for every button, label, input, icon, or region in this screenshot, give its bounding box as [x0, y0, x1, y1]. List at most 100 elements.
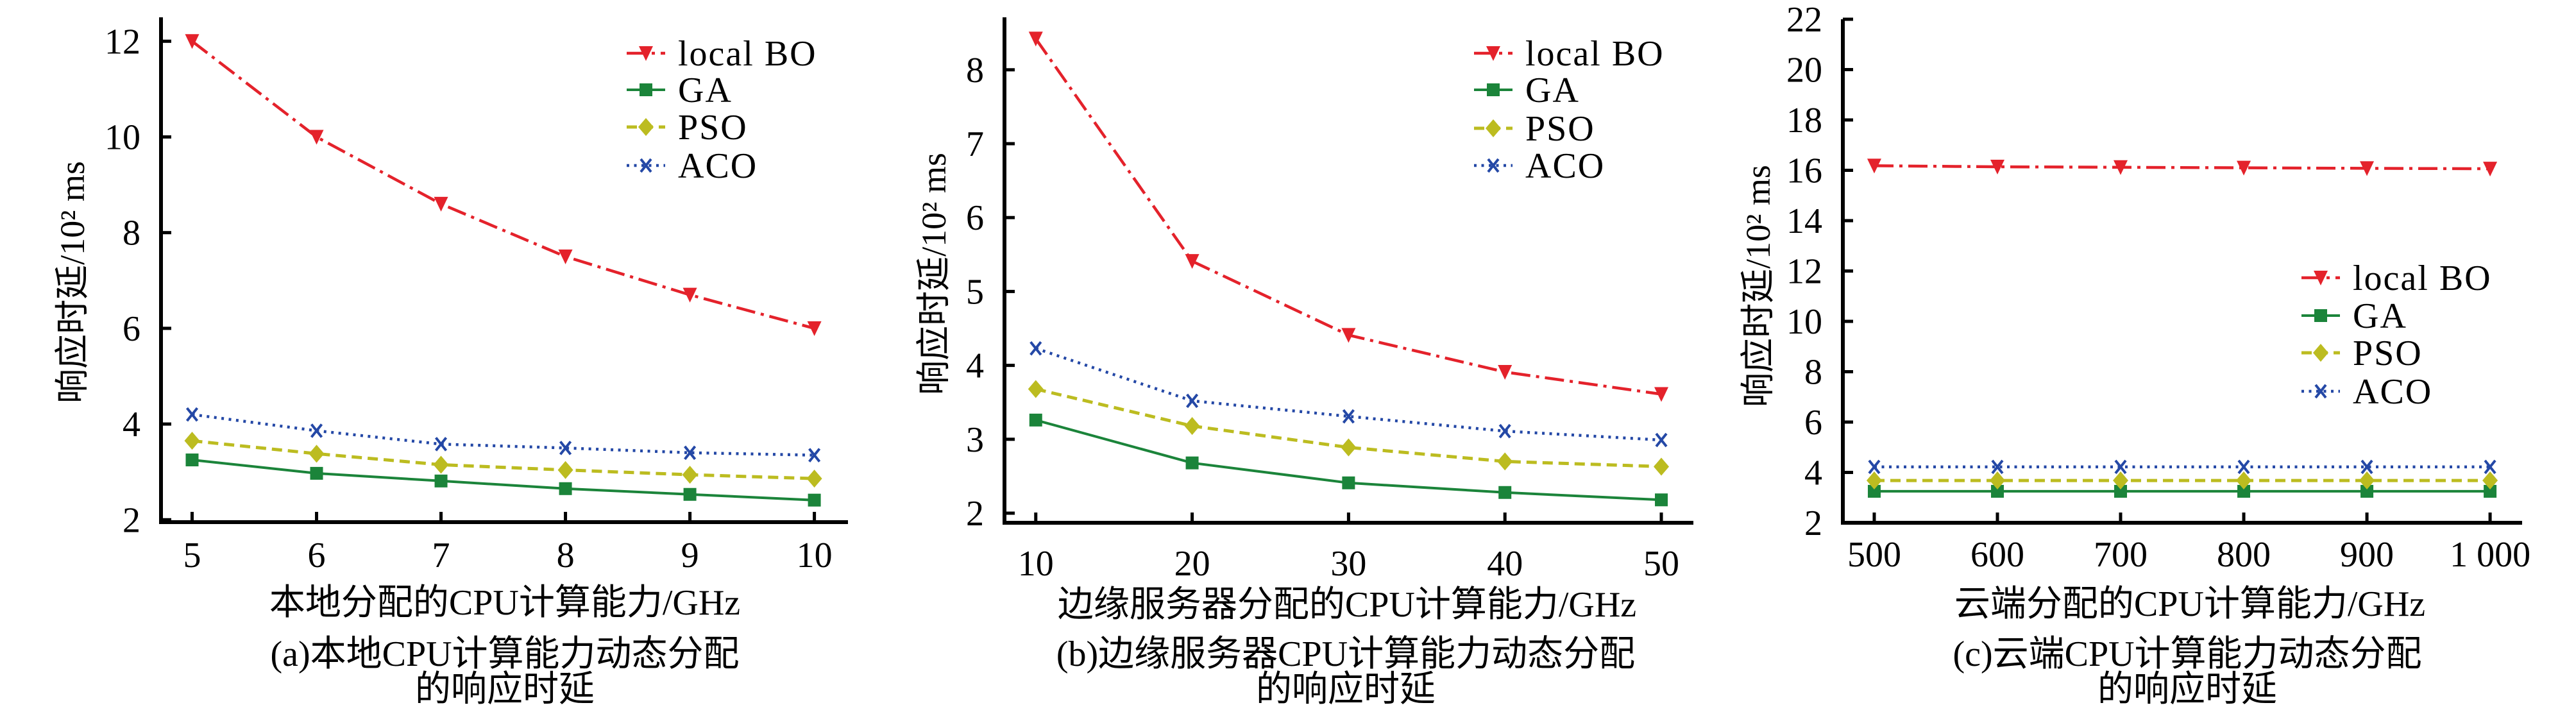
- legend-item-local-bo: local BO: [1474, 34, 1665, 74]
- series-line-ga: [192, 459, 815, 502]
- data-point-aco: [2114, 459, 2127, 475]
- panel-c: 2 4 6 8 10 12 14 16 18 20 22 500 600 700 800 900 1 000 lo…: [1739, 0, 2530, 709]
- panel-caption-line-1: (c)云端CPU计算能力动态分配: [1953, 634, 2421, 674]
- data-point-ga: [2237, 484, 2251, 498]
- data-point-ga: [434, 474, 448, 487]
- data-point-local-bo: [1990, 160, 2004, 175]
- plot-area: 2 4 6 8 10 12 14 16 18 20 22 500 600 700 800 900 1 000 lo…: [1786, 0, 2530, 575]
- legend-square-marker-icon: [2314, 309, 2327, 322]
- data-point-aco: [2484, 459, 2496, 475]
- data-point-pso: [2113, 471, 2129, 490]
- x-tick-label: 9: [681, 536, 699, 575]
- data-point-aco: [2237, 459, 2250, 475]
- x-axis-title: 边缘服务器分配的CPU计算能力/GHz: [1058, 585, 1636, 625]
- y-tick-label: 4: [123, 405, 140, 445]
- x-tick-label: 600: [1970, 535, 2024, 575]
- legend-triangle-down-marker-icon: [1486, 46, 1500, 61]
- legend-diamond-marker-icon: [638, 118, 654, 136]
- legend-label: local BO: [1525, 34, 1665, 74]
- data-point-ga: [2114, 484, 2128, 498]
- data-point-ga: [2484, 484, 2497, 498]
- legend-item-pso: PSO: [1474, 109, 1595, 149]
- legend-label: PSO: [2353, 334, 2423, 373]
- legend-triangle-down-marker-icon: [639, 46, 653, 61]
- data-point-pso: [2359, 471, 2375, 490]
- data-point-aco: [434, 437, 448, 452]
- data-point-aco: [684, 445, 697, 461]
- legend-item-aco: ACO: [627, 146, 758, 186]
- y-tick-label: 8: [123, 214, 140, 253]
- y-tick-label: 7: [966, 124, 984, 164]
- y-tick-label: 6: [1804, 403, 1822, 443]
- data-point-ga: [2360, 484, 2374, 498]
- legend-item-local-bo: local BO: [2301, 259, 2491, 298]
- x-tick-label: 7: [432, 536, 450, 575]
- data-point-pso: [806, 470, 822, 488]
- panel-caption-line-2: 的响应时延: [1256, 670, 1436, 709]
- x-tick-label: 800: [2217, 535, 2271, 575]
- data-point-pso: [1866, 471, 1882, 490]
- data-point-local-bo: [434, 196, 448, 212]
- data-point-aco: [185, 407, 199, 422]
- y-tick-label: 12: [1786, 252, 1822, 292]
- data-point-local-bo: [807, 321, 822, 336]
- data-point-pso: [1654, 457, 1670, 476]
- y-tick-label: 8: [1804, 353, 1822, 393]
- data-point-local-bo: [185, 34, 199, 49]
- legend-label: GA: [1525, 71, 1580, 110]
- legend-item-aco: ACO: [1474, 146, 1604, 186]
- data-point-pso: [2236, 471, 2252, 490]
- data-point-local-bo: [2483, 162, 2498, 177]
- y-axis-title: 响应时延/10² ms: [915, 153, 953, 395]
- data-point-pso: [1341, 438, 1357, 457]
- x-tick-label: 40: [1487, 544, 1523, 584]
- legend-item-local-bo: local BO: [627, 34, 816, 74]
- x-tick-label: 500: [1847, 535, 1901, 575]
- x-axis-title: 云端分配的CPU计算能力/GHz: [1954, 584, 2425, 624]
- data-point-aco: [808, 448, 821, 462]
- data-point-pso: [1989, 471, 2005, 490]
- y-tick-label: 10: [1786, 302, 1822, 342]
- y-tick-label: 3: [966, 420, 984, 460]
- x-tick-label: 20: [1174, 544, 1210, 584]
- legend-label: ACO: [678, 146, 758, 186]
- data-point-aco: [2360, 459, 2373, 475]
- y-tick-label: 12: [105, 22, 140, 62]
- data-point-pso: [557, 461, 573, 479]
- legend-triangle-down-marker-icon: [2314, 271, 2328, 285]
- legend-label: PSO: [1525, 109, 1595, 149]
- data-point-aco: [1655, 432, 1668, 448]
- data-point-aco: [1186, 393, 1199, 409]
- data-point-local-bo: [2114, 160, 2128, 175]
- series-line-aco: [1035, 346, 1662, 442]
- legend-x-marker-icon: [2314, 384, 2327, 399]
- panel-caption-line-1: (b)边缘服务器CPU计算能力动态分配: [1056, 634, 1635, 674]
- data-point-local-bo: [1028, 31, 1043, 47]
- x-axis-title: 本地分配的CPU计算能力/GHz: [269, 583, 740, 623]
- y-tick-label: 5: [966, 272, 984, 312]
- y-tick-label: 2: [1804, 504, 1822, 543]
- y-tick-label: 18: [1786, 101, 1822, 140]
- data-point-aco: [1498, 423, 1511, 439]
- x-tick-label: 10: [797, 536, 833, 575]
- legend-label: GA: [2353, 296, 2407, 336]
- y-tick-label: 8: [966, 51, 984, 90]
- legend-item-ga: GA: [627, 71, 731, 110]
- legend-diamond-marker-icon: [1486, 119, 1501, 137]
- y-tick-label: 10: [105, 117, 140, 157]
- panel-caption-line-1: (a)本地CPU计算能力动态分配: [270, 634, 739, 674]
- legend-item-pso: PSO: [627, 108, 747, 148]
- y-tick-label: 4: [966, 346, 984, 386]
- panel-caption-line-2: 的响应时延: [415, 670, 595, 709]
- data-point-local-bo: [2237, 160, 2251, 176]
- data-point-local-bo: [558, 249, 573, 264]
- legend-item-ga: GA: [1474, 71, 1580, 110]
- data-point-ga: [185, 453, 199, 467]
- data-point-local-bo: [1341, 328, 1356, 343]
- x-tick-label: 1 000: [2450, 535, 2530, 575]
- legend-square-marker-icon: [1487, 83, 1500, 96]
- data-point-pso: [433, 455, 449, 474]
